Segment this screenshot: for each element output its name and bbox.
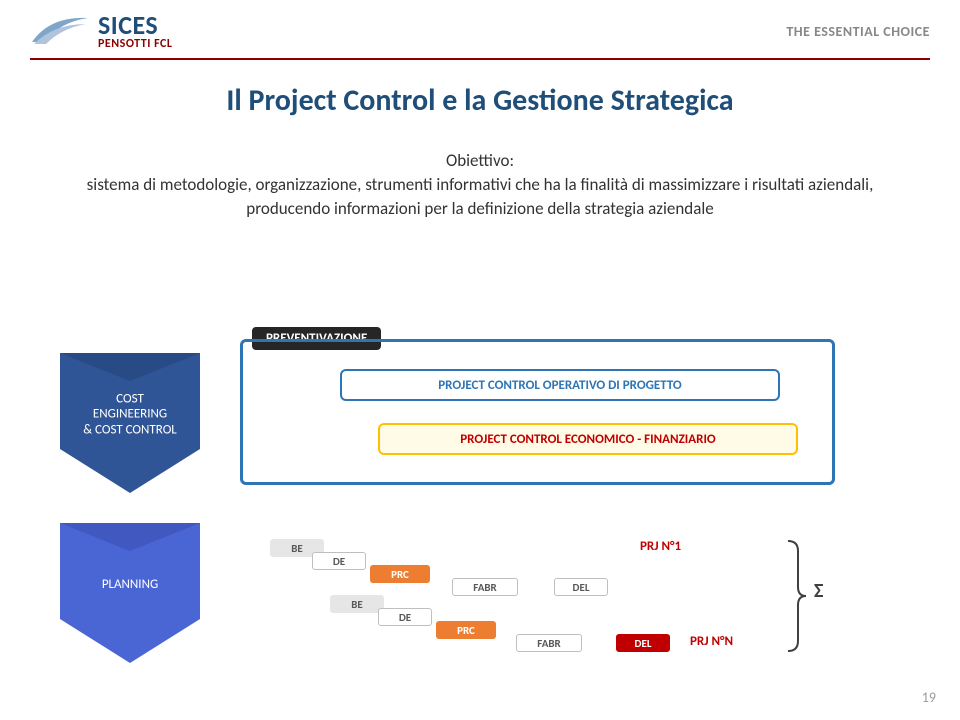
arrow-planning-label: PLANNING: [68, 577, 192, 593]
objective-lead: Obiettivo:: [446, 150, 514, 171]
logo-block: SICES PENSOTTI FCL: [30, 12, 172, 50]
slide-title: Il Project Control e la Gestione Strateg…: [0, 82, 960, 119]
box-operativo: PROJECT CONTROL OPERATIVO DI PROGETTO: [340, 369, 780, 401]
sigma-symbol: Σ: [814, 579, 823, 603]
objective-block: Obiettivo: sistema di metodologie, organ…: [70, 149, 890, 220]
logo-main-text: SICES: [98, 12, 172, 38]
gantt-bar: DEL: [616, 634, 670, 652]
outer-frame: [240, 339, 835, 485]
project-label: PRJ N°1: [640, 539, 681, 554]
header-rule: [30, 58, 930, 60]
gantt-bar: PRC: [436, 621, 496, 639]
gantt-bar: FABR: [516, 634, 582, 652]
sigma-bracket-icon: [788, 537, 806, 655]
gantt-bar: FABR: [452, 578, 518, 596]
slide-header: SICES PENSOTTI FCL THE ESSENTIAL CHOICE: [0, 0, 960, 54]
project-label: PRJ N°N: [690, 634, 733, 649]
diagram-area: COST ENGINEERING & COST CONTROL PLANNING…: [0, 315, 960, 675]
arrow-cost-engineering: COST ENGINEERING & COST CONTROL: [60, 353, 200, 493]
gantt-bar: DEL: [554, 578, 608, 596]
gantt-bar: PRC: [370, 565, 430, 583]
arrow-planning: PLANNING: [60, 523, 200, 663]
logo-text: SICES PENSOTTI FCL: [98, 12, 172, 50]
gantt-bar: BE: [330, 595, 384, 613]
box-economico: PROJECT CONTROL ECONOMICO - FINANZIARIO: [378, 423, 798, 455]
arrow-cost-label: COST ENGINEERING & COST CONTROL: [68, 391, 192, 438]
logo-swoosh-icon: [30, 12, 90, 50]
logo-sub-text: PENSOTTI FCL: [98, 38, 172, 50]
objective-body: sistema di metodologie, organizzazione, …: [87, 174, 874, 219]
tagline: THE ESSENTIAL CHOICE: [786, 23, 930, 40]
page-number: 19: [922, 689, 936, 706]
gantt-bar: DE: [312, 552, 366, 570]
gantt-bar: DE: [378, 608, 432, 626]
